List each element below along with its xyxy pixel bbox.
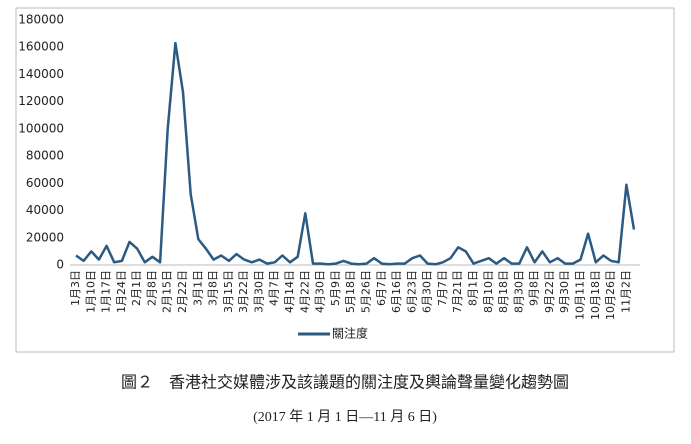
- x-tick-label: 4月7日: [268, 270, 281, 306]
- data-line: [75, 41, 636, 266]
- x-tick-label: 6月30日: [421, 270, 434, 313]
- x-tick-label: 3月8日: [207, 270, 220, 306]
- x-tick-label: 1月10日: [84, 270, 97, 313]
- legend-label: 關注度: [332, 326, 368, 341]
- x-tick-label: 2月22日: [176, 270, 189, 313]
- x-tick-label: 6月23日: [405, 270, 418, 313]
- subcaption: (2017 年 1 月 1 日—11 月 6 日): [253, 409, 437, 425]
- x-tick-label: 3月15日: [222, 270, 235, 313]
- y-tick-label: 20000: [26, 230, 64, 244]
- x-tick-label: 4月22日: [298, 270, 311, 313]
- y-tick-label: 120000: [18, 94, 64, 108]
- x-tick-label: 8月18日: [497, 270, 510, 313]
- x-tick-label: 5月9日: [329, 270, 342, 306]
- y-tick-label: 60000: [26, 176, 64, 190]
- x-tick-label: 2月15日: [161, 270, 174, 313]
- x-tick-label: 3月30日: [252, 270, 265, 313]
- x-tick-label: 1月17日: [100, 270, 113, 313]
- x-tick-label: 8月30日: [512, 270, 525, 313]
- x-tick-label: 7月7日: [436, 270, 449, 306]
- x-tick-label: 10月18日: [589, 270, 602, 320]
- x-tick-label: 10月11日: [573, 270, 586, 320]
- y-tick-label: 160000: [18, 40, 64, 54]
- x-tick-label: 5月18日: [344, 270, 357, 313]
- x-tick-label: 9月22日: [543, 270, 556, 313]
- x-tick-label: 3月22日: [237, 270, 250, 313]
- x-tick-label: 9月8日: [528, 270, 541, 306]
- y-tick-label: 80000: [26, 149, 64, 163]
- x-tick-label: 2月1日: [130, 270, 143, 306]
- y-tick-label: 0: [56, 258, 64, 272]
- x-tick-label: 4月14日: [283, 270, 296, 313]
- x-tick-label: 10月26日: [604, 270, 617, 320]
- x-tick-label: 8月1日: [466, 270, 479, 306]
- x-tick-label: 11月2日: [619, 270, 632, 313]
- x-tick-label: 1月24日: [115, 270, 128, 313]
- x-tick-label: 5月26日: [359, 270, 372, 313]
- x-tick-label: 7月21日: [451, 270, 464, 313]
- x-tick-label: 9月30日: [558, 270, 571, 313]
- y-tick-label: 100000: [18, 121, 64, 135]
- y-tick-label: 180000: [18, 13, 64, 27]
- x-tick-label: 6月7日: [375, 270, 388, 306]
- y-tick-label: 40000: [26, 203, 64, 217]
- x-tick-label: 1月3日: [69, 270, 82, 306]
- caption: 圖２ 香港社交媒體涉及該議題的關注度及輿論聲量變化趨勢圖: [121, 373, 569, 392]
- x-tick-label: 3月1日: [191, 270, 204, 306]
- x-tick-label: 6月16日: [390, 270, 403, 313]
- y-tick-label: 140000: [18, 67, 64, 81]
- chart-frame: [15, 7, 675, 353]
- x-tick-label: 4月30日: [314, 270, 327, 313]
- x-tick-label: 8月10日: [482, 270, 495, 313]
- x-tick-label: 2月8日: [145, 270, 158, 306]
